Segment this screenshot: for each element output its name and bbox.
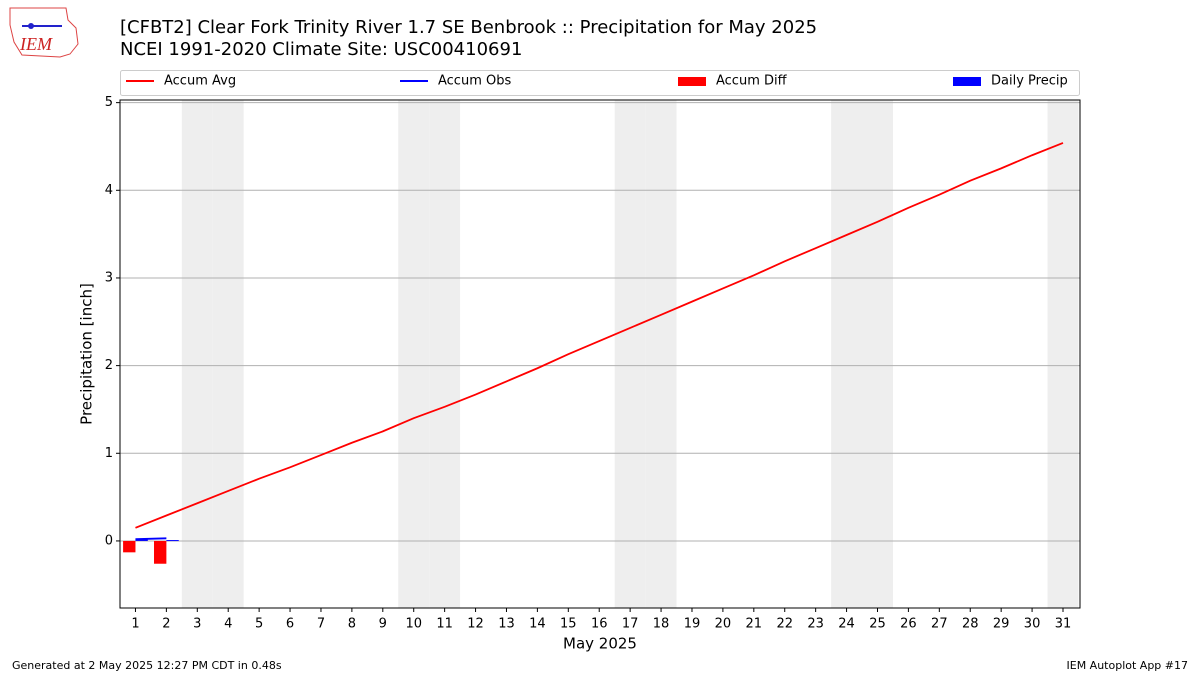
y-tick-label: 4: [105, 183, 113, 198]
y-tick-label: 5: [105, 95, 113, 110]
y-tick-label: 1: [105, 446, 113, 461]
x-tick-label: 19: [684, 617, 701, 632]
y-tick-label: 0: [105, 533, 113, 548]
x-tick-label: 22: [776, 617, 793, 632]
y-tick-label: 3: [105, 270, 113, 285]
x-tick-label: 29: [993, 617, 1010, 632]
shaded-day: [831, 100, 863, 608]
legend-swatch: [678, 77, 706, 86]
logo-text: IEM: [19, 34, 53, 54]
x-tick-label: 31: [1055, 617, 1072, 632]
x-tick-label: 11: [436, 617, 453, 632]
x-tick-label: 30: [1024, 617, 1041, 632]
bar: [166, 540, 179, 542]
x-tick-label: 13: [498, 617, 515, 632]
x-tick-label: 6: [286, 617, 294, 632]
chart-subtitle: NCEI 1991-2020 Climate Site: USC00410691: [120, 39, 522, 60]
shaded-day: [212, 100, 244, 608]
x-tick-label: 9: [379, 617, 387, 632]
plot-frame: [119, 99, 1081, 609]
x-tick-label: 3: [193, 617, 201, 632]
x-tick-label: 10: [405, 617, 422, 632]
x-tick-label: 20: [715, 617, 732, 632]
x-tick-label: 7: [317, 617, 325, 632]
legend-label: Daily Precip: [991, 74, 1068, 89]
bar: [123, 540, 136, 553]
shaded-day: [862, 100, 893, 608]
x-tick-label: 1: [131, 617, 139, 632]
logo: IEM: [9, 7, 79, 58]
x-tick-label: 26: [900, 617, 917, 632]
footer-right: IEM Autoplot App #17: [1067, 659, 1189, 672]
shaded-day: [1047, 100, 1079, 608]
shaded-day: [181, 100, 213, 608]
x-tick-label: 12: [467, 617, 484, 632]
x-tick-label: 2: [162, 617, 170, 632]
x-tick-label: 28: [962, 617, 979, 632]
x-tick-label: 23: [807, 617, 824, 632]
x-tick-label: 24: [838, 617, 855, 632]
x-tick-label: 17: [622, 617, 639, 632]
y-tick-label: 2: [105, 358, 113, 373]
x-tick-label: 16: [591, 617, 608, 632]
x-tick-label: 8: [348, 617, 356, 632]
line: [135, 537, 167, 541]
shaded-day: [429, 100, 461, 608]
logo-outline: [9, 7, 79, 58]
line: [135, 142, 1064, 529]
x-tick-label: 14: [529, 617, 546, 632]
x-tick-label: 21: [746, 617, 763, 632]
legend-label: Accum Avg: [164, 74, 236, 89]
shaded-day: [645, 100, 677, 608]
bar: [154, 540, 167, 564]
legend-label: Accum Obs: [438, 74, 511, 89]
x-axis-label: May 2025: [563, 635, 637, 653]
legend-swatch: [953, 77, 981, 86]
legend-box: [120, 70, 1080, 96]
legend-label: Accum Diff: [716, 74, 788, 89]
x-tick-label: 18: [653, 617, 670, 632]
x-tick-label: 5: [255, 617, 263, 632]
footer-left: Generated at 2 May 2025 12:27 PM CDT in …: [12, 659, 282, 672]
logo-icon: [28, 23, 34, 29]
chart-title: [CFBT2] Clear Fork Trinity River 1.7 SE …: [120, 17, 817, 38]
x-tick-label: 27: [931, 617, 948, 632]
shaded-day: [614, 100, 646, 608]
bar: [135, 539, 148, 541]
shaded-day: [398, 100, 430, 608]
x-tick-label: 15: [560, 617, 577, 632]
x-tick-label: 25: [869, 617, 886, 632]
y-axis-label: Precipitation [inch]: [78, 283, 96, 425]
x-tick-label: 4: [224, 617, 232, 632]
